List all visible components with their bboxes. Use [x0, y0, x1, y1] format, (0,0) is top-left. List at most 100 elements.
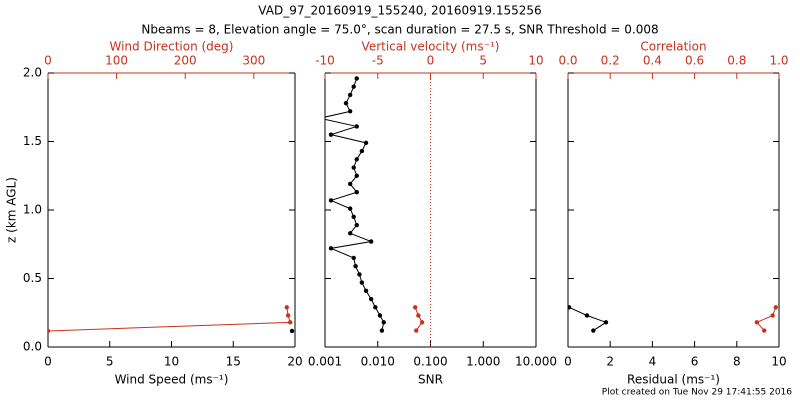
profile-point: [359, 280, 365, 285]
x2-tick-label: 100: [105, 54, 128, 68]
profile-point: [354, 157, 359, 162]
x2-axis-label: Wind Direction (deg): [110, 40, 234, 54]
profile-point: [328, 198, 334, 203]
y-tick-label: 1.0: [23, 203, 42, 217]
x2-tick-label: 0: [427, 54, 435, 68]
profile-point: [603, 320, 609, 325]
plot-area: [318, 76, 425, 333]
profile-point: [379, 328, 385, 333]
x2-axis-label: Vertical velocity (ms⁻¹): [362, 40, 500, 54]
profile-point: [414, 328, 419, 333]
profile-point: [568, 305, 572, 310]
profile-point: [347, 92, 353, 98]
profile-point: [368, 239, 374, 244]
x2-tick-label: 1.0: [769, 54, 788, 68]
profile-point: [584, 313, 590, 318]
profile-point: [770, 313, 775, 318]
chart-title: VAD_97_20160919_155240, 20160919.155256: [258, 4, 541, 18]
x-tick-label: 0.001: [308, 355, 342, 369]
x2-tick-label: 0.0: [558, 54, 577, 68]
x2-tick-label: 0.6: [685, 54, 704, 68]
profile-point: [351, 255, 356, 261]
x-tick-label: 2: [606, 355, 614, 369]
profile-point: [347, 231, 353, 236]
profile-point: [762, 328, 767, 333]
x-tick-label: 10: [771, 355, 786, 369]
y-tick-label: 2.0: [23, 66, 42, 80]
x2-tick-label: 10: [528, 54, 543, 68]
x-tick-label: 4: [649, 355, 657, 369]
x-tick-label: 15: [226, 355, 241, 369]
profile-line: [414, 307, 423, 331]
profile-point: [377, 313, 383, 318]
profile-point: [285, 313, 291, 318]
x-tick-label: 8: [733, 355, 741, 369]
profile-point: [48, 328, 51, 334]
profile-point: [354, 124, 359, 129]
x-tick-label: 10.000: [515, 355, 557, 369]
x-tick-label: 0: [564, 355, 572, 369]
profile-point: [359, 148, 365, 154]
profile-point: [354, 222, 359, 228]
x2-tick-label: 0.4: [643, 54, 662, 68]
profile-point: [381, 320, 386, 325]
profile-point: [368, 296, 374, 302]
profile-point: [318, 116, 322, 120]
plot-area: [568, 305, 779, 333]
y-axis-label: z (km AGL): [5, 177, 19, 243]
profile-point: [363, 288, 369, 294]
profile-point: [284, 305, 289, 310]
x2-tick-label: 300: [242, 54, 265, 68]
x2-tick-label: 0.2: [601, 54, 620, 68]
profile-point: [351, 165, 356, 170]
profile-point: [328, 246, 334, 251]
x2-tick-label: -5: [372, 54, 384, 68]
profile-point: [354, 76, 359, 81]
profile-point: [347, 181, 353, 187]
x2-tick-label: 0: [44, 54, 52, 68]
chart-subtitle: Nbeams = 8, Elevation angle = 75.0°, sca…: [141, 23, 658, 37]
profile-point: [357, 272, 362, 277]
profile-point: [351, 84, 356, 89]
plot-area: [48, 305, 295, 334]
x-axis-label: Residual (ms⁻¹): [627, 373, 720, 387]
profile-point: [591, 328, 596, 333]
profile-point: [363, 140, 369, 146]
y-tick-label: 0.5: [23, 271, 42, 285]
profile-point: [351, 214, 356, 220]
profile-point: [413, 305, 418, 310]
profile-point: [347, 109, 353, 114]
profile-line: [756, 307, 777, 331]
profile-point: [347, 206, 353, 211]
x2-tick-label: 0.8: [727, 54, 746, 68]
x-tick-label: 0.100: [413, 355, 447, 369]
profile-point: [754, 320, 760, 325]
x-axis-label: SNR: [418, 373, 443, 387]
profile-point: [328, 132, 334, 137]
profile-line: [568, 306, 608, 331]
profile-point: [419, 320, 425, 325]
profile-point: [354, 189, 359, 195]
x-axis-label: Wind Speed (ms⁻¹): [115, 373, 229, 387]
y-tick-label: 1.5: [23, 134, 42, 148]
x-tick-label: 20: [287, 355, 302, 369]
profile-line: [325, 78, 385, 331]
profile-point: [289, 328, 295, 334]
profile-point: [353, 263, 358, 269]
x-tick-label: 5: [106, 355, 114, 369]
profile-point: [354, 173, 359, 178]
x-tick-label: 6: [691, 355, 699, 369]
profile-point: [343, 100, 349, 106]
profile-line: [48, 307, 291, 332]
x-tick-label: 0.010: [361, 355, 395, 369]
footer: Plot created on Tue Nov 29 17:41:55 2016: [602, 388, 792, 398]
profile-point: [373, 305, 378, 310]
x2-axis-label: Correlation: [640, 40, 706, 54]
x-tick-label: 10: [164, 355, 179, 369]
profile-point: [287, 320, 293, 325]
x2-tick-label: -10: [315, 54, 335, 68]
x-tick-label: 1.000: [466, 355, 500, 369]
x-tick-label: 0: [44, 355, 52, 369]
x2-tick-label: 5: [479, 54, 487, 68]
